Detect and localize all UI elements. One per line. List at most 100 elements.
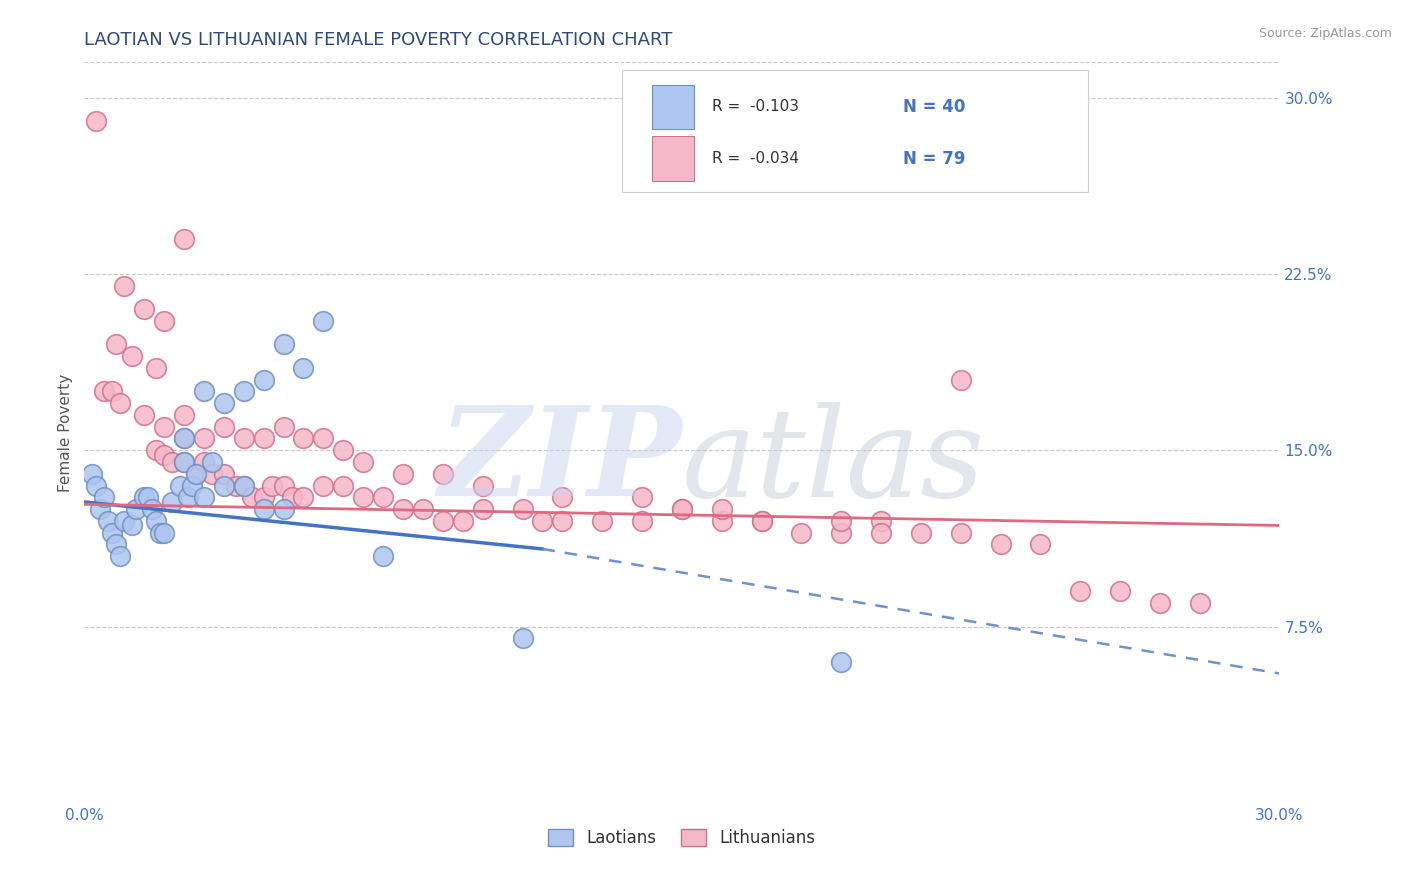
FancyBboxPatch shape [623,70,1088,192]
Point [105,537,128,551]
Text: N = 40: N = 40 [903,98,966,116]
Point [253,490,276,504]
Point [312,314,335,328]
Point [830,514,852,528]
Point [392,502,415,516]
Point [1069,584,1091,599]
Point [112,514,135,528]
Point [710,514,733,528]
Point [1109,584,1132,599]
Point [671,502,693,516]
Point [292,432,315,446]
Text: atlas: atlas [682,401,986,523]
Point [173,455,195,469]
Point [471,478,494,492]
Text: Source: ZipAtlas.com: Source: ZipAtlas.com [1258,27,1392,40]
Text: R =  -0.103: R = -0.103 [711,99,799,114]
Point [1029,537,1052,551]
Point [751,514,773,528]
Point [212,467,235,481]
Point [169,478,191,492]
Point [173,432,195,446]
Point [212,478,235,492]
Point [1149,596,1171,610]
Point [870,525,893,540]
Point [273,419,295,434]
Point [232,478,254,492]
Point [153,314,176,328]
Point [145,361,167,376]
Point [253,373,276,387]
Point [273,337,295,351]
Point [184,467,207,481]
Point [121,349,143,363]
Point [212,419,235,434]
Point [910,525,932,540]
Point [141,502,163,516]
Point [273,478,295,492]
Point [89,502,111,516]
Point [132,490,156,504]
Point [184,467,207,481]
Legend: Laotians, Lithuanians: Laotians, Lithuanians [541,822,823,854]
Point [101,525,124,540]
Point [193,384,215,399]
Point [225,478,247,492]
Point [253,432,276,446]
Text: LAOTIAN VS LITHUANIAN FEMALE POVERTY CORRELATION CHART: LAOTIAN VS LITHUANIAN FEMALE POVERTY COR… [84,31,672,49]
Point [332,478,354,492]
Y-axis label: Female Poverty: Female Poverty [58,374,73,491]
Point [273,502,295,516]
Point [830,655,852,669]
Point [352,455,374,469]
Point [531,514,554,528]
Point [412,502,434,516]
Point [332,443,354,458]
Point [280,490,302,504]
Point [373,549,395,563]
Point [292,361,315,376]
Point [132,302,156,317]
Point [392,467,415,481]
Point [181,478,204,492]
Point [212,396,235,410]
Point [292,490,315,504]
Point [93,490,115,504]
Point [870,514,893,528]
Point [232,432,254,446]
Point [591,514,613,528]
Point [432,467,454,481]
Point [373,490,395,504]
Point [153,419,176,434]
Point [253,502,276,516]
Point [671,502,693,516]
Point [93,384,115,399]
Point [631,490,654,504]
Point [432,514,454,528]
Text: ZIP: ZIP [439,401,682,523]
Point [145,443,167,458]
Point [105,337,128,351]
Point [471,502,494,516]
Point [201,467,224,481]
Point [949,373,972,387]
Point [101,384,124,399]
Point [193,455,215,469]
Point [112,278,135,293]
Point [260,478,283,492]
Point [990,537,1012,551]
Point [751,514,773,528]
Point [551,514,574,528]
Point [201,455,224,469]
Point [86,478,108,492]
Text: N = 79: N = 79 [903,150,966,168]
Point [173,408,195,422]
Point [121,518,143,533]
Point [790,525,813,540]
Point [145,514,167,528]
Point [710,502,733,516]
Point [136,490,159,504]
Point [352,490,374,504]
Point [193,490,215,504]
Point [86,114,108,128]
